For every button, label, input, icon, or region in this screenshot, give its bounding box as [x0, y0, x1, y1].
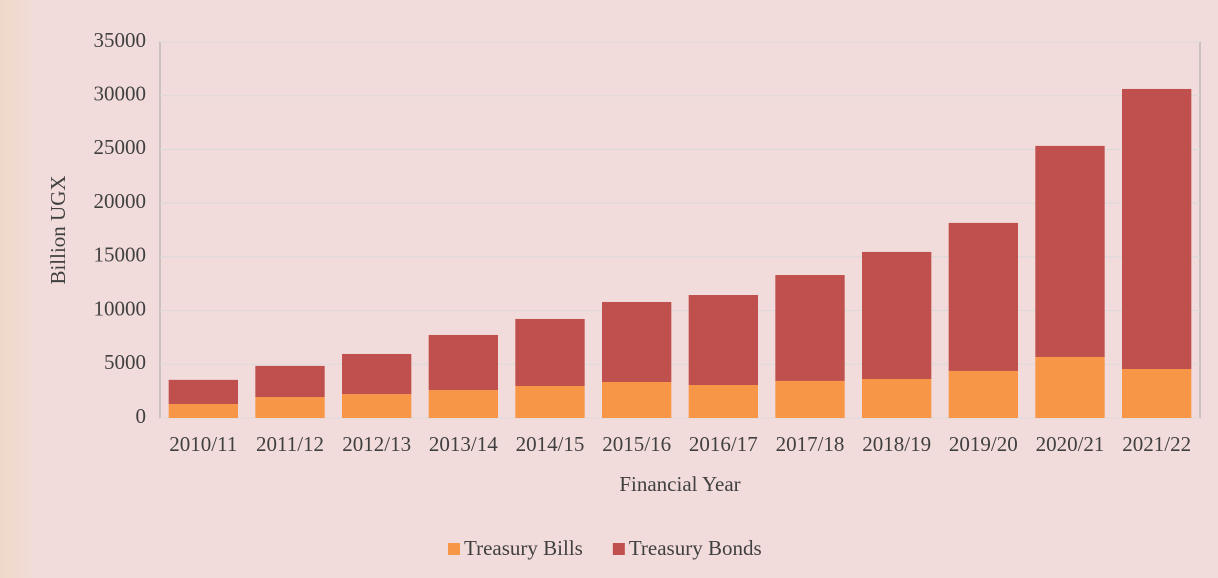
bar-segment [342, 394, 412, 418]
bar-segment [168, 404, 238, 418]
x-tick-label: 2018/19 [862, 432, 931, 456]
y-axis-label: Billion UGX [46, 175, 70, 284]
x-tick-label: 2017/18 [776, 432, 845, 456]
x-axis-label: Financial Year [619, 472, 740, 496]
bar-segment [428, 390, 498, 418]
bar-segment [1035, 356, 1105, 418]
bar-segment [688, 294, 758, 386]
y-tick-label: 15000 [94, 243, 147, 267]
legend: Treasury Bills Treasury Bonds [448, 536, 762, 560]
y-tick-label: 0 [136, 404, 147, 428]
y-tick-label: 30000 [94, 82, 147, 106]
bar-segment [688, 385, 758, 418]
x-tick-label: 2011/12 [256, 432, 324, 456]
legend-swatch [612, 543, 625, 555]
bar-segment [1122, 88, 1192, 370]
y-tick-label: 35000 [94, 28, 147, 52]
bar-segment [775, 275, 845, 381]
bar-segment [862, 251, 932, 380]
x-tick-label: 2019/20 [949, 432, 1018, 456]
bar-segment [255, 397, 325, 418]
legend-label: Treasury Bonds [629, 536, 762, 560]
bar-segment [862, 379, 932, 418]
y-tick-label: 5000 [104, 350, 146, 374]
x-tick-label: 2020/21 [1036, 432, 1105, 456]
x-tick-label: 2016/17 [689, 432, 758, 456]
x-tick-label: 2014/15 [516, 432, 585, 456]
bar-segment [342, 353, 412, 395]
legend-label: Treasury Bills [464, 536, 583, 560]
bar-segment [775, 380, 845, 418]
y-tick-label: 25000 [94, 135, 147, 159]
legend-swatch [448, 543, 460, 555]
bar-segment [255, 365, 325, 398]
bar-segment [602, 301, 672, 383]
x-tick-label: 2012/13 [342, 432, 411, 456]
bar-segment [515, 385, 585, 418]
bar-segment [1122, 369, 1192, 418]
bar-segment [168, 379, 238, 405]
x-tick-label: 2015/16 [602, 432, 671, 456]
bar-segment [948, 222, 1018, 371]
x-tick-label: 2013/14 [429, 432, 498, 456]
y-tick-label: 10000 [94, 296, 147, 320]
y-tick-label: 20000 [94, 189, 147, 213]
bar-segment [515, 318, 585, 386]
x-tick-label: 2010/11 [169, 432, 237, 456]
bar-segment [602, 382, 672, 418]
bar-segment [1035, 145, 1105, 357]
bar-segment [428, 334, 498, 391]
bar-segment [948, 370, 1018, 418]
x-tick-label: 2021/22 [1122, 432, 1191, 456]
